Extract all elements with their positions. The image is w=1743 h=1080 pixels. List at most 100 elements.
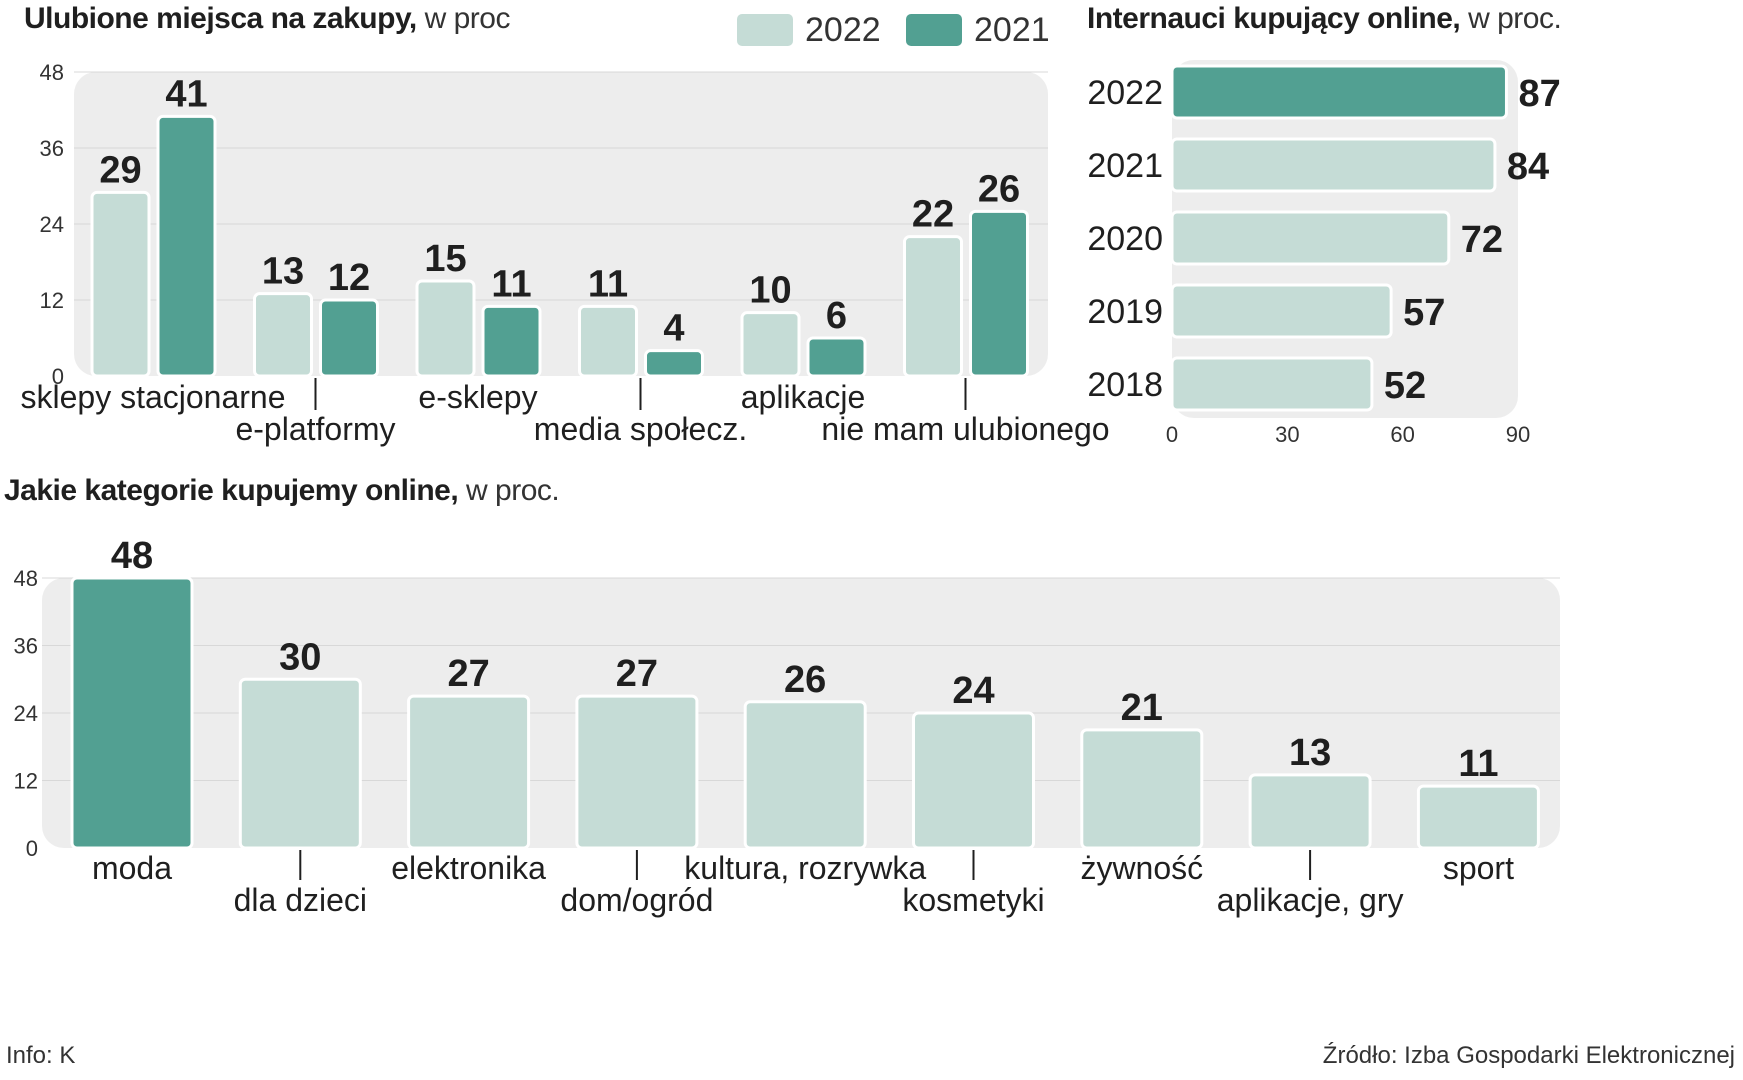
chart3-bar [1416, 784, 1540, 850]
chart3-category-label: kosmetyki [902, 882, 1044, 918]
chart1-y-tick: 24 [40, 212, 64, 237]
chart2-bar [1170, 283, 1393, 339]
chart1-category-label: sklepy stacjonarne [20, 379, 285, 415]
chart1-title-bold: Ulubione miejsca na zakupy, [24, 2, 417, 35]
chart1-value-label: 11 [491, 263, 531, 305]
chart3-category-label: sport [1443, 850, 1514, 886]
chart1-category-label: e-platformy [235, 411, 395, 447]
chart3-bar [575, 694, 699, 850]
chart2-bar [1170, 64, 1508, 120]
legend-label: 2022 [805, 11, 881, 49]
chart1-value-label: 22 [912, 194, 954, 236]
source-credit: Źródło: Izba Gospodarki Elektronicznej [1322, 1042, 1735, 1069]
chart2-bar [1170, 356, 1374, 412]
chart1-value-label: 15 [424, 238, 466, 280]
chart3-value-label: 26 [784, 659, 826, 701]
chart3-bar [70, 576, 194, 850]
chart3-value-label: 11 [1458, 743, 1498, 785]
chart1-bar [90, 190, 151, 378]
chart3-value-label: 24 [952, 670, 994, 712]
chart3-bar [1080, 728, 1204, 850]
chart1-category-label: aplikacje [741, 379, 866, 415]
chart1-bar [903, 235, 963, 378]
chart3-title-bold: Jakie kategorie kupujemy online, [4, 474, 459, 507]
chart2-year-label: 2022 [1087, 74, 1163, 112]
chart1-bar [156, 114, 217, 378]
chart1-bar [481, 304, 542, 378]
chart1-title-unit: w proc [424, 2, 511, 35]
chart3-title-unit: w proc. [466, 474, 560, 507]
chart2-bar [1170, 137, 1497, 193]
chart3-category-label: aplikacje, gry [1217, 882, 1404, 918]
chart2-title: Internauci kupujący online, w proc. [1087, 2, 1562, 36]
chart3-category-label: dla dzieci [234, 882, 367, 918]
chart1-bar [578, 304, 638, 378]
chart1-value-label: 13 [262, 251, 304, 293]
chart3-category-label: dom/ogród [560, 882, 713, 918]
chart3-y-tick: 36 [14, 634, 38, 659]
info-credit: Info: K [6, 1042, 76, 1069]
chart2-group: 2022 87 2021 84 2020 72 2019 57 2018 52 0 30 60 90 [1087, 60, 1561, 447]
legend-swatch [906, 14, 962, 46]
chart3-category-label: elektronika [391, 850, 546, 886]
chart3-y-tick: 24 [14, 701, 38, 726]
chart2-value-label: 57 [1403, 292, 1445, 334]
chart1-bar [740, 311, 801, 378]
chart1-bar [969, 209, 1029, 378]
chart1-bar [644, 349, 704, 378]
chart1-category-label: media społecz. [534, 411, 747, 447]
chart2-year-label: 2020 [1087, 220, 1163, 258]
chart1-bar [253, 292, 313, 378]
chart2-x-tick: 30 [1275, 422, 1299, 447]
chart1-category-label: nie mam ulubionego [821, 411, 1109, 447]
chart3-value-label: 13 [1289, 732, 1331, 774]
chart1-legend: 2022 2021 [737, 11, 1050, 49]
chart2-x-tick: 60 [1390, 422, 1414, 447]
chart2-value-label: 72 [1461, 219, 1503, 261]
chart2-x-tick: 90 [1506, 422, 1530, 447]
chart1-value-label: 11 [588, 263, 628, 305]
chart3-bar [912, 711, 1035, 850]
chart1-value-label: 12 [328, 257, 370, 299]
chart3-bar [238, 677, 362, 850]
chart1-value-label: 4 [663, 308, 684, 350]
chart3-group: 0 12 24 36 48 48 moda 30 dla dzieci 27 elektronika… [14, 535, 1560, 918]
chart1-category-label: e-sklepy [418, 379, 537, 415]
chart2-value-label: 52 [1384, 365, 1426, 407]
chart3-bar [743, 700, 867, 850]
chart3-category-label: kultura, rozrywka [684, 850, 926, 886]
chart1-bar [319, 298, 379, 378]
chart2-year-label: 2021 [1087, 147, 1163, 185]
chart1-y-tick: 12 [40, 288, 64, 313]
chart3-y-tick: 0 [26, 836, 38, 861]
chart2-year-label: 2018 [1087, 366, 1163, 404]
chart3-title: Jakie kategorie kupujemy online, w proc. [4, 474, 560, 508]
chart3-value-label: 30 [279, 636, 321, 678]
chart3-bar [1248, 773, 1372, 850]
chart2-title-bold: Internauci kupujący online, [1087, 2, 1461, 35]
chart3-category-label: moda [92, 850, 172, 886]
chart3-value-label: 21 [1121, 687, 1163, 729]
chart2-bar [1170, 210, 1451, 266]
chart2-value-label: 84 [1507, 146, 1549, 188]
chart2-x-tick: 0 [1166, 422, 1178, 447]
chart1-y-tick: 48 [40, 60, 64, 85]
chart1-value-label: 41 [165, 73, 207, 115]
chart1-value-label: 26 [978, 168, 1020, 210]
chart3-bar [407, 694, 531, 850]
chart3-value-label: 48 [111, 535, 153, 577]
chart3-y-tick: 48 [14, 566, 38, 591]
legend-label: 2021 [974, 11, 1050, 49]
legend-swatch [737, 14, 793, 46]
chart2-year-label: 2019 [1087, 293, 1163, 331]
chart1-value-label: 6 [826, 295, 847, 337]
chart3-value-label: 27 [447, 653, 489, 695]
chart1-title: Ulubione miejsca na zakupy, w proc [24, 2, 510, 36]
chart1-value-label: 10 [749, 270, 791, 312]
chart1-y-tick: 36 [40, 136, 64, 161]
chart3-y-tick: 12 [14, 769, 38, 794]
chart1-value-label: 29 [99, 149, 141, 191]
chart3-category-label: żywność [1080, 850, 1203, 886]
chart1-bar [415, 279, 476, 378]
